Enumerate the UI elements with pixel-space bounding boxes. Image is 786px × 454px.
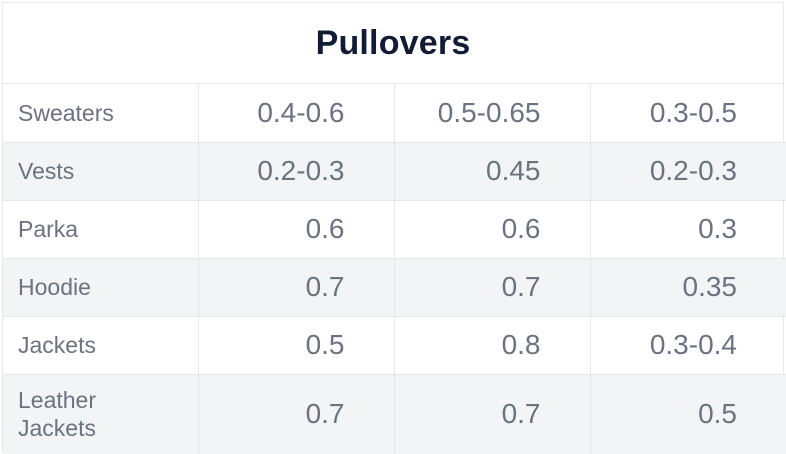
- table-title: Pullovers: [315, 23, 471, 62]
- table-cell: 0.6: [198, 200, 395, 259]
- table-cell: 0.5-0.65: [394, 84, 591, 143]
- table-title-row: Pullovers: [3, 3, 783, 84]
- row-label: Vests: [3, 142, 199, 201]
- table-cell: 0.7: [198, 374, 395, 454]
- table-cell: 0.3-0.5: [590, 84, 786, 143]
- table-row: Jackets 0.5 0.8 0.3-0.4: [3, 316, 786, 375]
- table-cell: 0.35: [590, 258, 786, 317]
- table-cell: 0.2-0.3: [198, 142, 395, 201]
- table-body: Sweaters 0.4-0.6 0.5-0.65 0.3-0.5 Vests 0.2-0…: [3, 84, 786, 454]
- table-cell: 0.3-0.4: [590, 316, 786, 375]
- data-table: Sweaters 0.4-0.6 0.5-0.65 0.3-0.5 Vests 0.2-0…: [3, 84, 786, 454]
- table-cell: 0.4-0.6: [198, 84, 395, 143]
- table-cell: 0.2-0.3: [590, 142, 786, 201]
- table-row: Leather Jackets 0.7 0.7 0.5: [3, 374, 786, 454]
- table-cell: 0.5: [698, 398, 737, 430]
- row-label: Parka: [3, 200, 199, 259]
- table-row: Sweaters 0.4-0.6 0.5-0.65 0.3-0.5: [3, 84, 786, 143]
- table-cell: 0.5: [198, 316, 395, 375]
- table-row: Hoodie 0.7 0.7 0.35: [3, 258, 786, 317]
- row-label: Jackets: [3, 316, 199, 375]
- row-label: Sweaters: [3, 84, 199, 143]
- table-cell: 0.6: [394, 200, 591, 259]
- row-label: Hoodie: [3, 258, 199, 317]
- table-cell: 0.45: [394, 142, 591, 201]
- table-cell: 0.7: [394, 374, 591, 454]
- table-row: Vests 0.2-0.3 0.45 0.2-0.3: [3, 142, 786, 201]
- table-cell: 0.8: [394, 316, 591, 375]
- row-label: Leather Jackets: [3, 374, 199, 454]
- table-cell: 0.7: [394, 258, 591, 317]
- table-row: Parka 0.6 0.6 0.3: [3, 200, 786, 259]
- table-cell: 0.3: [590, 200, 786, 259]
- table-cell: 0.7: [198, 258, 395, 317]
